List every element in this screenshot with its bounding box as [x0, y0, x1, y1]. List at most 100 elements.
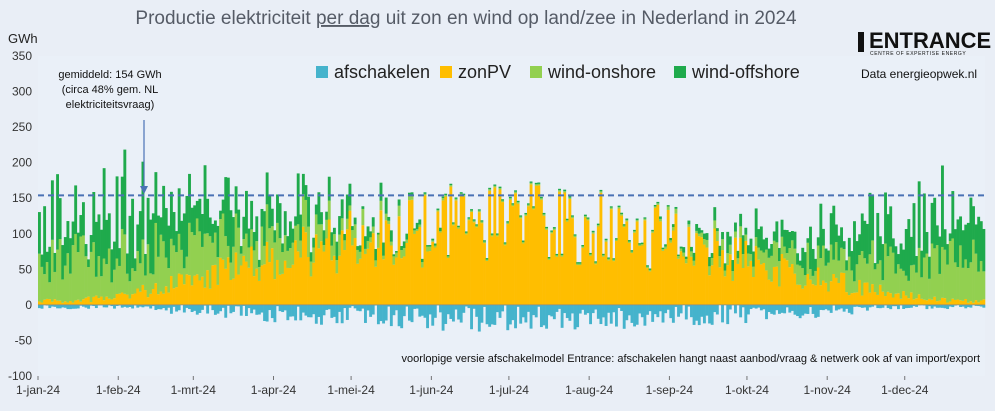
bar-zonpv	[138, 291, 142, 305]
bar-wind-onshore	[532, 207, 536, 210]
bar-zonpv	[146, 297, 150, 305]
bar-wind-onshore	[516, 202, 520, 204]
bar-afschakelen	[69, 304, 72, 310]
bar-wind-offshore	[270, 208, 274, 227]
bar-wind-onshore	[327, 200, 331, 220]
bar-afschakelen	[762, 304, 766, 310]
bar-zonpv	[125, 294, 129, 305]
bar-wind-offshore	[909, 236, 913, 266]
bar-wind-offshore	[154, 172, 158, 223]
bar-afschakelen	[237, 304, 241, 307]
bar-wind-onshore	[953, 262, 957, 300]
bar-wind-onshore	[490, 234, 494, 237]
bar-wind-offshore	[63, 237, 67, 266]
bar-wind-offshore	[286, 236, 290, 251]
bar-afschakelen	[105, 304, 109, 308]
bar-zonpv	[94, 295, 98, 305]
bar-wind-onshore	[475, 225, 479, 228]
bar-zonpv	[640, 245, 644, 305]
bar-zonpv	[439, 232, 442, 305]
bar-zonpv	[428, 251, 432, 305]
y-axis-unit: GWh	[8, 31, 38, 46]
bar-zonpv	[765, 270, 768, 305]
bar-zonpv	[118, 293, 122, 305]
bar-afschakelen	[591, 304, 595, 314]
bar-afschakelen	[296, 304, 300, 307]
bar-wind-onshore	[426, 246, 430, 252]
bar-zonpv	[511, 206, 515, 305]
bar-afschakelen	[550, 304, 554, 317]
bar-wind-offshore	[226, 177, 230, 246]
bar-afschakelen	[824, 304, 828, 310]
bar-wind-onshore	[708, 266, 712, 276]
bar-afschakelen	[563, 304, 567, 314]
bar-zonpv	[485, 260, 489, 305]
bar-zonpv	[736, 263, 740, 305]
bar-wind-offshore	[255, 216, 259, 242]
bar-wind-onshore	[855, 264, 859, 293]
bar-wind-offshore	[723, 263, 727, 271]
bar-afschakelen	[669, 304, 673, 319]
legend-label-wind-offshore: wind-offshore	[691, 62, 800, 82]
bar-wind-onshore	[627, 241, 631, 243]
bar-afschakelen	[684, 304, 688, 320]
y-tick-label: 250	[12, 120, 32, 134]
bar-wind-onshore	[591, 232, 595, 234]
bar-afschakelen	[294, 304, 298, 321]
bar-zonpv	[946, 302, 950, 305]
bar-wind-offshore	[609, 206, 613, 208]
bar-wind-offshore	[294, 216, 298, 226]
y-tick-label: 150	[12, 191, 32, 205]
bar-zonpv	[128, 298, 132, 305]
bar-wind-onshore	[281, 252, 285, 274]
bar-afschakelen	[943, 304, 947, 309]
bar-afschakelen	[658, 304, 662, 312]
bar-wind-onshore	[242, 239, 246, 256]
bar-wind-offshore	[617, 205, 621, 208]
bar-afschakelen	[542, 304, 546, 326]
bar-wind-offshore	[206, 198, 210, 234]
bar-zonpv	[824, 282, 828, 305]
bar-afschakelen	[555, 304, 559, 312]
bar-zonpv	[759, 264, 763, 305]
bar-afschakelen	[353, 304, 357, 309]
bar-zonpv	[281, 273, 285, 305]
bar-afschakelen	[48, 304, 52, 309]
y-tick-label: 350	[12, 49, 32, 63]
bar-wind-offshore	[232, 217, 235, 247]
bar-wind-offshore	[84, 244, 88, 257]
bar-zonpv	[953, 299, 957, 305]
bar-afschakelen	[651, 304, 655, 322]
bar-afschakelen	[775, 304, 779, 311]
bar-wind-offshore	[886, 214, 890, 257]
bar-wind-offshore	[257, 259, 261, 267]
bar-zonpv	[700, 237, 704, 305]
bar-zonpv	[167, 292, 171, 305]
bar-wind-onshore	[514, 191, 517, 194]
bar-zonpv	[301, 226, 305, 305]
bar-zonpv	[40, 302, 44, 305]
bar-wind-offshore	[167, 225, 171, 269]
bar-afschakelen	[979, 304, 983, 307]
bar-wind-onshore	[529, 182, 533, 185]
bar-afschakelen	[92, 304, 96, 307]
bar-wind-onshore	[307, 226, 310, 257]
bar-wind-offshore	[809, 226, 812, 270]
bar-wind-onshore	[100, 276, 103, 297]
bar-wind-offshore	[330, 232, 334, 246]
bar-afschakelen	[713, 304, 717, 313]
bar-wind-onshore	[387, 220, 391, 225]
bar-wind-onshore	[891, 252, 895, 298]
bar-zonpv	[620, 215, 624, 305]
bar-wind-offshore	[842, 241, 846, 250]
bar-wind-onshore	[400, 250, 404, 259]
bar-wind-offshore	[185, 195, 189, 257]
bar-wind-onshore	[917, 247, 921, 295]
bar-afschakelen	[188, 304, 191, 310]
bar-wind-onshore	[630, 251, 634, 254]
bar-wind-offshore	[571, 215, 574, 217]
bar-afschakelen	[734, 304, 737, 314]
bar-zonpv	[718, 267, 722, 305]
bar-zonpv	[648, 271, 652, 305]
